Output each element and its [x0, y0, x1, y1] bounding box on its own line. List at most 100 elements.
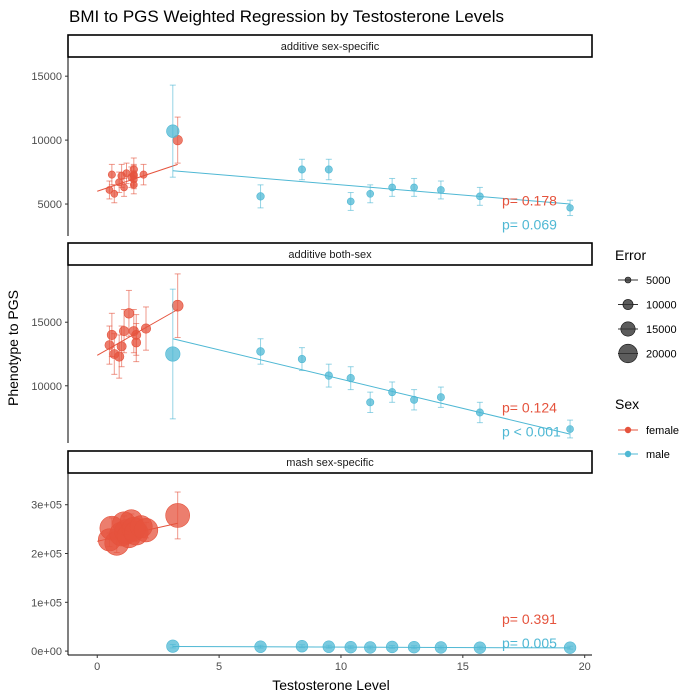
- data-point: [119, 326, 130, 337]
- data-point: [114, 351, 125, 362]
- y-tick-label: 10000: [31, 381, 62, 393]
- data-point: [322, 640, 335, 653]
- data-point: [120, 183, 128, 192]
- data-point: [366, 398, 375, 407]
- y-axis-title: Phenotype to PGS: [5, 290, 21, 406]
- legend-label: male: [646, 449, 670, 461]
- y-tick-label: 2e+05: [31, 549, 62, 561]
- series-male: [166, 84, 574, 217]
- data-point: [297, 354, 307, 364]
- x-tick-label: 10: [335, 661, 347, 673]
- data-point: [107, 170, 116, 179]
- data-point: [171, 299, 184, 312]
- facet-panel: mash sex-specific 0e+00 1e+05 2e+05 3e+05 p= …: [31, 450, 593, 673]
- data-point: [116, 341, 127, 352]
- data-point: [123, 308, 135, 319]
- legend-key-size: [620, 321, 636, 337]
- data-point: [166, 639, 180, 653]
- x-tick-label: 5: [216, 661, 222, 673]
- data-point: [139, 170, 148, 179]
- data-point: [366, 190, 375, 198]
- data-point: [436, 393, 445, 402]
- legend-key-size: [622, 299, 634, 310]
- y-tick-label: 15000: [31, 71, 62, 83]
- fit-line-male: [172, 338, 571, 435]
- series-female: [97, 491, 190, 556]
- data-point: [566, 204, 574, 212]
- data-point: [434, 641, 448, 654]
- x-tick-label: 15: [457, 661, 469, 673]
- p-value-male: p < 0.001: [502, 424, 561, 440]
- data-point: [298, 165, 306, 174]
- facet-strip: [67, 450, 593, 474]
- data-point: [388, 183, 396, 192]
- data-point: [344, 641, 357, 654]
- series-female: [97, 116, 183, 204]
- data-point: [364, 641, 377, 654]
- data-point: [475, 408, 484, 417]
- y-tick-label: 1e+05: [31, 597, 62, 609]
- data-point: [165, 346, 181, 362]
- facet-strip-label: additive both-sex: [288, 249, 372, 261]
- data-point: [346, 374, 355, 383]
- data-point: [295, 640, 309, 653]
- legend-key-size: [624, 276, 632, 284]
- p-value-female: p= 0.178: [502, 193, 557, 209]
- data-point: [476, 192, 484, 201]
- legend-title-error: Error: [615, 247, 646, 263]
- x-tick-label: 20: [579, 661, 591, 673]
- data-point: [256, 192, 265, 201]
- data-point: [106, 329, 117, 340]
- data-point: [437, 186, 445, 194]
- data-point: [563, 641, 577, 654]
- legend-label: female: [646, 425, 679, 437]
- series-male: [165, 288, 574, 439]
- data-point: [129, 171, 138, 180]
- x-axis-title: Testosterone Level: [272, 677, 390, 693]
- legend-label: 15000: [646, 324, 677, 336]
- data-point: [410, 183, 418, 192]
- data-point: [133, 517, 159, 543]
- data-point: [256, 347, 265, 356]
- y-tick-label: 3e+05: [31, 500, 62, 512]
- data-point: [165, 503, 190, 528]
- fit-line-male: [172, 170, 571, 205]
- data-point: [388, 388, 397, 397]
- p-value-male: p= 0.005: [502, 635, 557, 651]
- facet-panel: additive both-sex 10000 15000 p= 0.124 p < 0…: [31, 242, 593, 443]
- legend-key-color: [624, 450, 632, 458]
- data-point: [129, 181, 138, 189]
- data-point: [566, 425, 574, 433]
- data-point: [410, 395, 419, 404]
- facet-panels: additive sex-specific 5000 10000 15000 p= 0.…: [31, 34, 593, 673]
- data-point: [346, 197, 355, 206]
- data-point: [324, 371, 333, 380]
- p-value-female: p= 0.391: [502, 611, 557, 627]
- legend-label: 10000: [646, 300, 677, 312]
- y-tick-label: 0e+00: [31, 646, 62, 658]
- data-point: [131, 337, 142, 348]
- y-tick-label: 15000: [31, 317, 62, 329]
- legend-key-size: [618, 343, 638, 364]
- series-female: [96, 273, 184, 379]
- data-point: [140, 323, 152, 334]
- y-tick-label: 10000: [31, 135, 62, 147]
- legend-key-color: [624, 426, 632, 434]
- data-point: [473, 641, 487, 654]
- y-tick-label: 5000: [38, 199, 62, 211]
- data-point: [104, 340, 115, 350]
- data-point: [110, 190, 119, 198]
- data-point: [166, 124, 180, 138]
- legend-label: 20000: [646, 349, 677, 361]
- p-value-female: p= 0.124: [502, 400, 557, 416]
- facet-strip-label: mash sex-specific: [286, 457, 374, 469]
- data-point: [385, 640, 399, 654]
- legend-title-sex: Sex: [615, 396, 639, 412]
- x-tick-label: 0: [94, 661, 100, 673]
- data-point: [407, 641, 421, 654]
- data-point: [254, 640, 267, 653]
- chart-title: BMI to PGS Weighted Regression by Testos…: [69, 7, 504, 26]
- facet-panel: additive sex-specific 5000 10000 15000 p= 0.…: [31, 34, 593, 236]
